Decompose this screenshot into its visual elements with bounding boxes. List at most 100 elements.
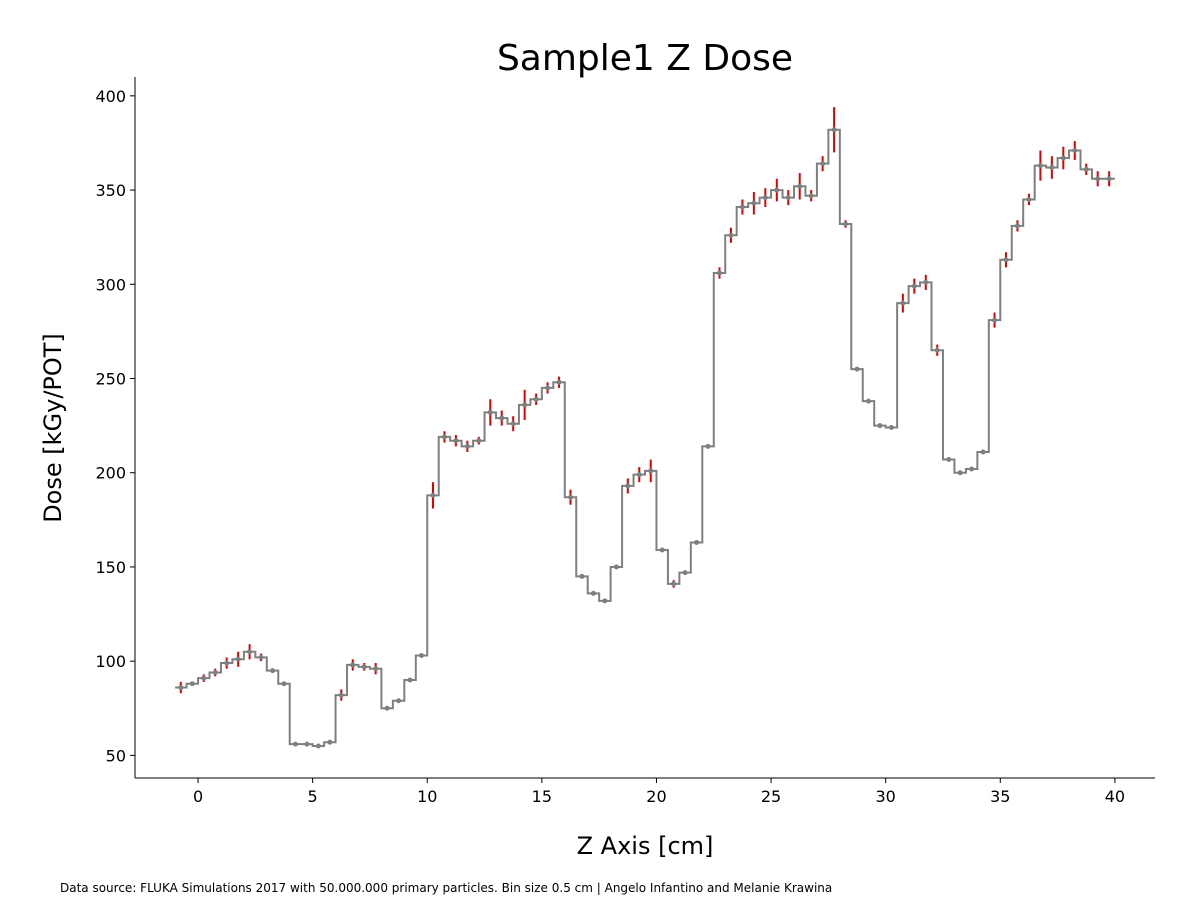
dose-step-line [175,128,1115,747]
data-point [1083,166,1089,172]
y-tick-label: 350 [95,181,126,200]
data-point [843,221,849,227]
data-point [1037,163,1043,169]
y-tick-label: 100 [95,652,126,671]
data-point [774,187,780,193]
data-point [969,466,975,472]
error-bars [179,107,1111,747]
data-point [1072,147,1078,153]
data-point [464,443,470,449]
x-axis-label: Z Axis [cm] [577,832,714,860]
data-point [877,423,883,429]
data-point [900,300,906,306]
data-point [1026,196,1032,202]
data-point [1095,176,1101,182]
data-point [384,705,390,711]
data-point [797,183,803,189]
data-point [281,681,287,687]
data-point [613,564,619,570]
x-tick-label: 0 [193,787,203,806]
data-point [361,664,367,670]
data-point [247,649,253,655]
data-point [315,743,321,749]
y-tick-label: 250 [95,370,126,389]
data-point [751,200,757,206]
y-tick-label: 50 [106,746,126,765]
data-point [1003,257,1009,263]
data-point [820,161,826,167]
x-tick-label: 20 [646,787,666,806]
data-point [728,232,734,238]
data-point [487,409,493,415]
data-point [178,685,184,691]
data-point [716,270,722,276]
data-point [762,195,768,201]
data-point [522,402,528,408]
data-point [533,396,539,402]
data-point [1014,223,1020,229]
data-point [327,739,333,745]
data-point [545,385,551,391]
data-point [499,415,505,421]
data-point [682,570,688,576]
data-point [396,698,402,704]
y-tick-label: 300 [95,275,126,294]
x-axis-ticks: 0 5 10 15 20 25 30 35 40 [193,778,1125,806]
data-point [946,457,952,463]
data-point [373,666,379,672]
x-tick-label: 35 [990,787,1010,806]
y-tick-label: 150 [95,558,126,577]
data-point [441,434,447,440]
data-point [579,573,585,579]
x-tick-label: 10 [417,787,437,806]
data-point [671,581,677,587]
data-point [659,547,665,553]
data-point [602,598,608,604]
x-tick-label: 5 [308,787,318,806]
data-point [831,127,837,133]
data-point [568,494,574,500]
x-tick-label: 25 [761,787,781,806]
data-point [625,483,631,489]
data-point [556,379,562,385]
data-point [304,741,310,747]
data-point [430,492,436,498]
data-point [1060,155,1066,161]
data-point [739,204,745,210]
data-point [201,675,207,681]
data-point [189,681,195,687]
data-point [235,656,241,662]
data-source-footnote: Data source: FLUKA Simulations 2017 with… [60,881,833,895]
y-tick-label: 400 [95,87,126,106]
data-point [808,193,814,199]
y-axis-label: Dose [kGy/POT] [39,333,67,523]
data-point [212,669,218,675]
data-point [785,195,791,201]
data-point [224,660,230,666]
data-point [476,438,482,444]
data-point [694,539,700,545]
chart-title: Sample1 Z Dose [497,38,793,79]
data-point [510,421,516,427]
data-point [934,347,940,353]
axes [134,77,1155,779]
data-point [636,472,642,478]
data-point [865,398,871,404]
data-point [258,654,264,660]
data-point [419,653,425,659]
data-point [292,741,298,747]
data-point [980,449,986,455]
x-tick-label: 40 [1105,787,1125,806]
y-axis-ticks: 50 100 150 200 250 300 350 400 [95,87,135,765]
dose-series [175,128,1115,747]
data-point [270,668,276,674]
data-point [1049,164,1055,170]
data-point [338,692,344,698]
data-point [590,590,596,596]
data-point [888,425,894,430]
y-tick-label: 200 [95,464,126,483]
data-point [648,468,654,474]
data-point [911,283,917,289]
x-tick-label: 30 [875,787,895,806]
